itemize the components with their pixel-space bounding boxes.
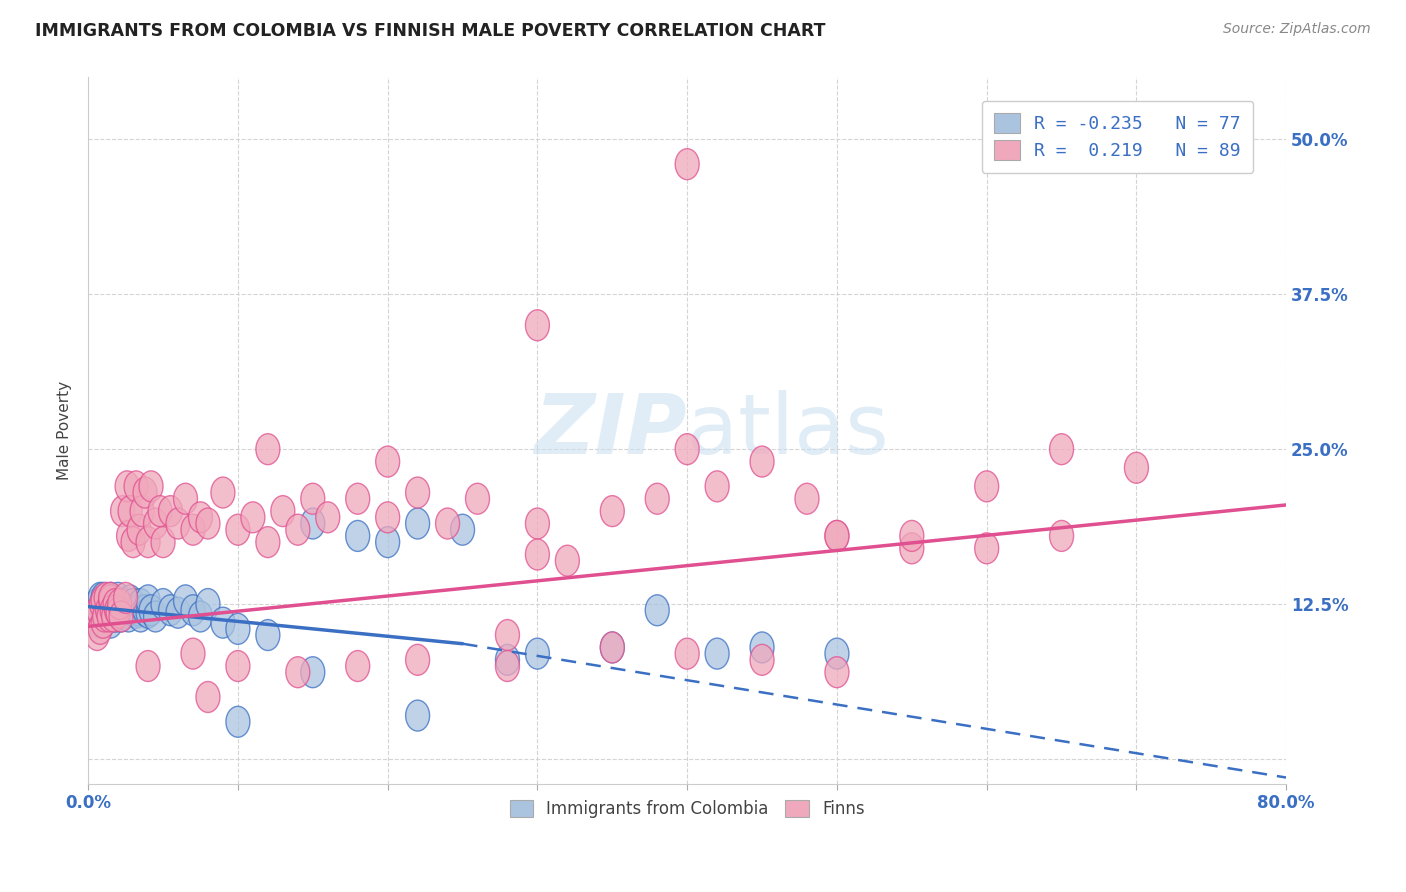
Legend: Immigrants from Colombia, Finns: Immigrants from Colombia, Finns [503, 793, 872, 825]
Text: Source: ZipAtlas.com: Source: ZipAtlas.com [1223, 22, 1371, 37]
Text: IMMIGRANTS FROM COLOMBIA VS FINNISH MALE POVERTY CORRELATION CHART: IMMIGRANTS FROM COLOMBIA VS FINNISH MALE… [35, 22, 825, 40]
Y-axis label: Male Poverty: Male Poverty [58, 381, 72, 480]
Text: ZIP: ZIP [534, 390, 688, 471]
Text: atlas: atlas [688, 390, 889, 471]
